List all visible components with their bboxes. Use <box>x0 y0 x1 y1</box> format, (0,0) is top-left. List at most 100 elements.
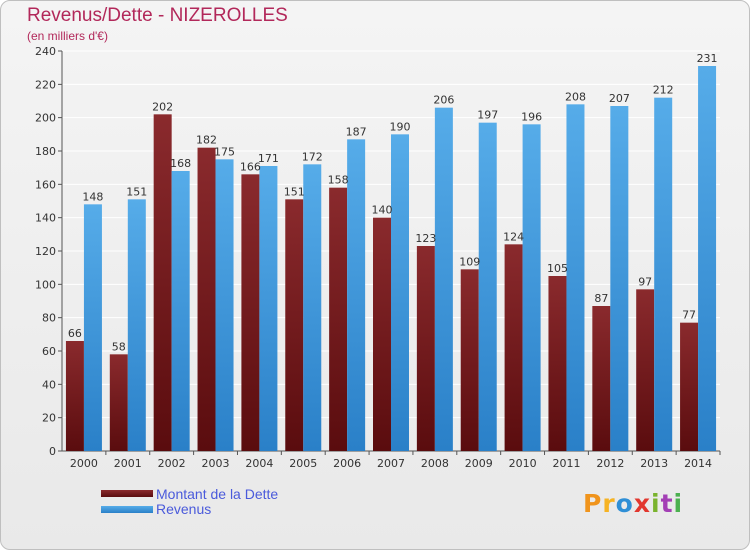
bar-dette-2013 <box>636 289 655 451</box>
value-label-revenus-2009: 197 <box>477 109 498 122</box>
value-label-revenus-2006: 187 <box>346 125 367 138</box>
value-label-dette-2005: 151 <box>284 185 305 198</box>
logo-letter: P <box>583 489 603 518</box>
bar-dette-2007 <box>373 217 391 451</box>
value-label-dette-2007: 140 <box>372 204 393 217</box>
value-label-dette-2012: 87 <box>594 292 608 305</box>
x-tick-label: 2011 <box>552 457 580 470</box>
value-label-revenus-2005: 172 <box>302 150 323 163</box>
bar-revenus-2005 <box>303 164 322 452</box>
y-tick-label: 0 <box>49 445 56 458</box>
bar-revenus-2013 <box>654 97 673 452</box>
y-tick-label: 160 <box>35 178 56 191</box>
value-label-dette-2002: 202 <box>152 100 173 113</box>
x-tick-label: 2000 <box>70 457 98 470</box>
chart-title: Revenus/Dette - NIZEROLLES <box>27 5 288 26</box>
bar-dette-2005 <box>285 199 304 451</box>
logo-letter: o <box>615 489 634 518</box>
y-tick-label: 200 <box>35 112 56 125</box>
bar-dette-2004 <box>241 174 260 452</box>
value-label-dette-2000: 66 <box>68 327 82 340</box>
value-label-revenus-2008: 206 <box>433 94 454 107</box>
bar-revenus-2001 <box>127 199 146 451</box>
value-label-revenus-2007: 190 <box>390 120 411 133</box>
value-label-dette-2009: 109 <box>459 255 480 268</box>
bar-revenus-2008 <box>434 107 453 452</box>
value-label-dette-2014: 77 <box>682 309 696 322</box>
value-label-dette-2010: 124 <box>503 230 524 243</box>
value-label-dette-2013: 97 <box>638 275 652 288</box>
bar-revenus-2003 <box>215 159 234 452</box>
value-label-revenus-2004: 171 <box>258 152 279 165</box>
chart-subtitle: (en milliers d'€) <box>27 29 108 43</box>
bar-revenus-2006 <box>347 139 366 452</box>
y-tick-label: 180 <box>35 145 56 158</box>
value-label-dette-2006: 158 <box>328 174 349 187</box>
value-label-revenus-2000: 148 <box>82 190 103 203</box>
value-label-dette-2003: 182 <box>196 134 217 147</box>
x-tick-label: 2012 <box>596 457 624 470</box>
labels: 0 20 40 60 80 100 120 140 160 180 200 220 240 2000 66 1… <box>35 45 718 470</box>
y-tick-label: 240 <box>35 45 56 58</box>
bar-revenus-2000 <box>83 204 102 451</box>
x-tick-label: 2003 <box>202 457 230 470</box>
bars <box>65 66 717 452</box>
value-label-dette-2001: 58 <box>112 340 126 353</box>
x-tick-label: 2004 <box>245 457 273 470</box>
bar-dette-2008 <box>416 246 435 451</box>
value-label-revenus-2011: 208 <box>565 90 586 103</box>
bar-dette-2002 <box>153 114 172 451</box>
x-tick-label: 2008 <box>421 457 449 470</box>
legend-label-dette: Montant de la Dette <box>156 486 279 502</box>
bar-dette-2012 <box>592 306 611 451</box>
bar-dette-2011 <box>548 276 567 451</box>
bar-revenus-2014 <box>698 66 717 451</box>
bar-revenus-2007 <box>391 134 409 452</box>
bar-revenus-2010 <box>522 124 541 451</box>
bar-revenus-2004 <box>259 166 278 451</box>
value-label-revenus-2012: 207 <box>609 92 630 105</box>
value-label-revenus-2010: 196 <box>521 110 542 123</box>
bar-dette-2006 <box>329 187 348 451</box>
logo-letter: i <box>651 489 661 518</box>
y-tick-label: 80 <box>42 312 56 325</box>
x-tick-label: 2009 <box>465 457 493 470</box>
y-tick-label: 140 <box>35 212 56 225</box>
x-tick-label: 2005 <box>289 457 317 470</box>
y-tick-label: 220 <box>35 78 56 91</box>
bar-dette-2001 <box>109 354 128 451</box>
bar-dette-2003 <box>197 147 216 451</box>
bar-revenus-2002 <box>171 171 190 451</box>
x-tick-label: 2010 <box>509 457 537 470</box>
legend-swatch-dette <box>101 490 153 497</box>
bar-revenus-2011 <box>566 104 585 451</box>
legend-label-revenus: Revenus <box>156 501 212 517</box>
x-tick-label: 2006 <box>333 457 361 470</box>
value-label-revenus-2014: 231 <box>697 52 718 65</box>
legend-swatch-revenus <box>101 506 153 513</box>
bar-revenus-2009 <box>478 122 497 452</box>
logo-letter: r <box>602 489 616 518</box>
x-tick-label: 2002 <box>158 457 186 470</box>
value-label-dette-2004: 166 <box>240 160 261 173</box>
bar-dette-2014 <box>680 322 699 451</box>
y-tick-label: 120 <box>35 245 56 258</box>
bar-revenus-2012 <box>610 106 629 451</box>
y-tick-label: 20 <box>42 412 56 425</box>
value-label-revenus-2001: 151 <box>126 185 147 198</box>
y-tick-label: 40 <box>42 378 56 391</box>
bar-dette-2000 <box>65 341 84 451</box>
value-label-dette-2011: 105 <box>547 262 568 275</box>
x-tick-label: 2007 <box>377 457 405 470</box>
value-label-revenus-2002: 168 <box>170 157 191 170</box>
value-label-revenus-2003: 175 <box>214 145 235 158</box>
value-label-revenus-2013: 212 <box>653 84 674 97</box>
x-tick-label: 2001 <box>114 457 142 470</box>
logo-letter: x <box>633 489 651 518</box>
y-tick-label: 60 <box>42 345 56 358</box>
logo-letter: i <box>673 489 684 518</box>
bar-dette-2009 <box>460 269 479 451</box>
logo-letter: t <box>660 489 674 518</box>
